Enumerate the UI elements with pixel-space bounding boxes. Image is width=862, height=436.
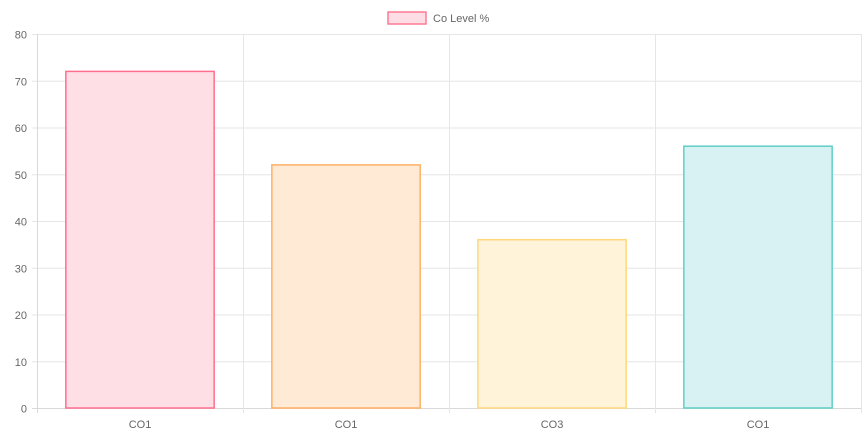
- x-tick-label: CO1: [129, 419, 152, 431]
- bar[interactable]: [271, 164, 421, 409]
- y-tick-label: 0: [21, 404, 27, 416]
- bar[interactable]: [477, 238, 627, 409]
- y-tick-label: 60: [15, 123, 27, 135]
- legend-swatch[interactable]: [387, 11, 427, 25]
- axis-layer: 0 10 20 30 40 50 60 70 80 CO1 CO1 CO3 CO1: [15, 30, 770, 432]
- x-tick-label: CO3: [541, 419, 564, 431]
- legend[interactable]: Co Level %: [387, 11, 489, 25]
- y-tick-label: 10: [15, 357, 27, 369]
- y-tick-label: 20: [15, 310, 27, 322]
- bar[interactable]: [65, 70, 215, 409]
- y-tick-label: 50: [15, 170, 27, 182]
- x-tick-label: CO1: [335, 419, 358, 431]
- legend-label[interactable]: Co Level %: [433, 13, 489, 25]
- y-tick-label: 30: [15, 263, 27, 275]
- bars-layer: [65, 70, 833, 409]
- y-tick-label: 70: [15, 76, 27, 88]
- y-tick-label: 80: [15, 30, 27, 42]
- x-tick-label: CO1: [747, 419, 770, 431]
- bar[interactable]: [683, 145, 833, 409]
- y-tick-label: 40: [15, 217, 27, 229]
